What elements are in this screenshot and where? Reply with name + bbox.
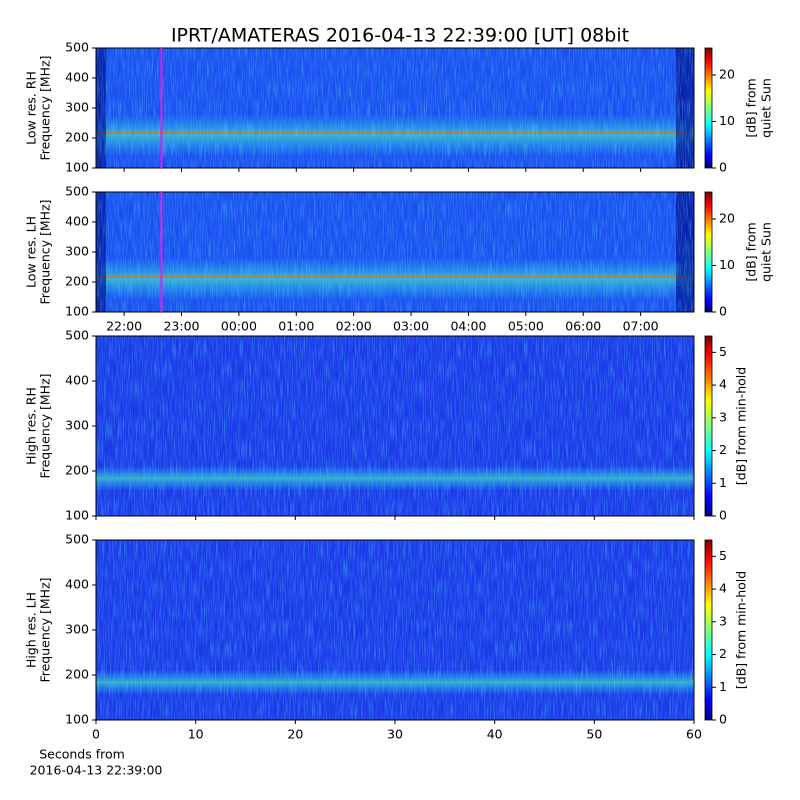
y-tick-label: 400 — [65, 373, 89, 388]
colorbar-tick-label: 10 — [719, 257, 735, 272]
colorbar-label: [dB] from min-hold — [734, 367, 749, 485]
chart-title: IPRT/AMATERAS 2016-04-13 22:39:00 [UT] 0… — [171, 25, 629, 47]
colorbar-tick-label: 3 — [719, 409, 727, 424]
y-tick-label: 500 — [65, 328, 89, 343]
colorbar — [704, 539, 713, 721]
y-axis-label: Frequency [MHz] — [38, 577, 53, 682]
colorbar-tick-label: 2 — [719, 442, 727, 457]
y-tick-label: 300 — [65, 100, 89, 115]
y-tick-label: 500 — [65, 184, 89, 199]
colorbar-tick-label: 5 — [719, 548, 727, 563]
colorbar-tick-label: 3 — [719, 613, 727, 628]
y-tick-label: 400 — [65, 577, 89, 592]
y-axis-label: Low res. RH — [24, 71, 39, 145]
x-tick-label: 05:00 — [508, 319, 544, 334]
colorbar-tick-label: 4 — [719, 581, 727, 596]
y-axis-label: Low res. LH — [24, 216, 39, 288]
x-tick-label: 60 — [686, 727, 702, 742]
colorbar-tick-label: 0 — [719, 712, 727, 727]
y-axis-label: Frequency [MHz] — [38, 373, 53, 478]
y-tick-label: 100 — [65, 712, 89, 727]
x-tick-label: 00:00 — [221, 319, 257, 334]
y-tick-label: 100 — [65, 304, 89, 319]
y-tick-label: 500 — [65, 40, 89, 55]
colorbar — [704, 335, 713, 517]
x-tick-label: 06:00 — [565, 319, 601, 334]
spectrogram-noise — [96, 192, 694, 312]
y-tick-label: 200 — [65, 130, 89, 145]
x-tick-label: 0 — [92, 727, 100, 742]
colorbar-label: [dB] from — [744, 222, 759, 281]
y-tick-label: 200 — [65, 274, 89, 289]
colorbar-tick-label: 1 — [719, 679, 727, 694]
x-tick-label: 22:00 — [106, 319, 142, 334]
y-tick-label: 200 — [65, 463, 89, 478]
colorbar-tick-label: 20 — [719, 210, 735, 225]
colorbar-tick-label: 20 — [719, 66, 735, 81]
spectrogram-noise — [96, 540, 694, 720]
y-tick-label: 200 — [65, 667, 89, 682]
colorbar-tick-label: 4 — [719, 377, 727, 392]
spectrogram-noise — [96, 48, 694, 168]
y-axis-label: Frequency [MHz] — [38, 199, 53, 304]
colorbar-tick-label: 1 — [719, 475, 727, 490]
x-tick-label: 04:00 — [450, 319, 486, 334]
y-tick-label: 400 — [65, 214, 89, 229]
colorbar-label: [dB] from — [744, 78, 759, 137]
x-tick-label: 03:00 — [393, 319, 429, 334]
x-tick-label: 23:00 — [163, 319, 199, 334]
y-axis-label: Frequency [MHz] — [38, 55, 53, 160]
y-axis-label: High res. RH — [24, 387, 39, 465]
colorbar-label: quiet Sun — [759, 78, 774, 138]
y-tick-label: 300 — [65, 244, 89, 259]
colorbar-tick-label: 0 — [719, 508, 727, 523]
x-axis-label: 2016-04-13 22:39:00 — [30, 763, 163, 778]
x-tick-label: 50 — [586, 727, 602, 742]
colorbar-label: [dB] from min-hold — [734, 571, 749, 689]
y-tick-label: 300 — [65, 418, 89, 433]
y-tick-label: 100 — [65, 160, 89, 175]
spectrogram-noise — [96, 336, 694, 516]
x-tick-label: 40 — [487, 727, 503, 742]
colorbar-label: quiet Sun — [759, 222, 774, 282]
y-axis-label: High res. LH — [24, 592, 39, 668]
colorbar-tick-label: 0 — [719, 304, 727, 319]
y-tick-label: 500 — [65, 532, 89, 547]
colorbar-tick-label: 2 — [719, 646, 727, 661]
colorbar — [704, 191, 713, 313]
x-tick-label: 07:00 — [623, 319, 659, 334]
y-tick-label: 400 — [65, 70, 89, 85]
x-tick-label: 10 — [188, 727, 204, 742]
colorbar — [704, 47, 713, 169]
x-tick-label: 01:00 — [278, 319, 314, 334]
y-tick-label: 100 — [65, 508, 89, 523]
y-tick-label: 300 — [65, 622, 89, 637]
x-tick-label: 02:00 — [336, 319, 372, 334]
x-tick-label: 20 — [287, 727, 303, 742]
colorbar-tick-label: 0 — [719, 160, 727, 175]
x-axis-label: Seconds from — [39, 747, 125, 762]
x-tick-label: 30 — [387, 727, 403, 742]
colorbar-tick-label: 10 — [719, 113, 735, 128]
colorbar-tick-label: 5 — [719, 344, 727, 359]
